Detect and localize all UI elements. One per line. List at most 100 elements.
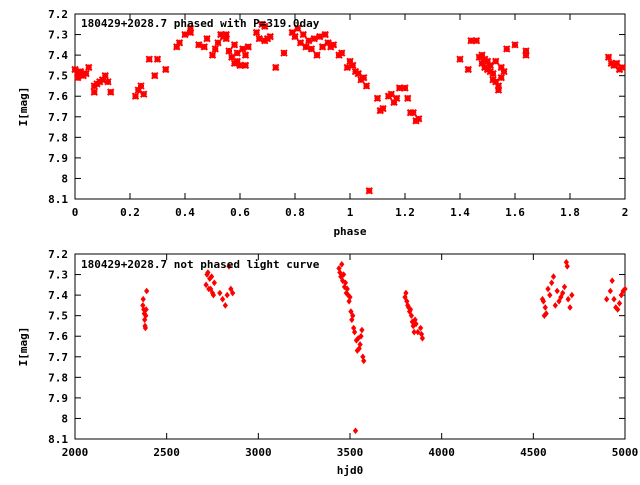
chart-title: 180429+2028.7 not phased light curve [81,258,320,271]
data-point [351,328,358,336]
data-point [140,295,146,303]
data-point [409,108,417,117]
data-point [522,47,530,55]
y-tick-label: 7.6 [48,90,68,103]
data-point [339,260,345,268]
data-point [241,61,250,70]
y-tick-label: 7.7 [48,351,68,364]
data-point [140,90,148,98]
data-point [492,57,500,65]
data-point [542,304,548,311]
data-point [173,43,181,51]
data-point [361,357,367,365]
data-point [403,289,409,297]
x-tick-label: 4500 [520,446,547,459]
y-tick-label: 7.2 [48,8,68,21]
x-tick-label: 2000 [62,446,89,459]
data-point [241,51,250,59]
x-tick-label: 0.8 [285,206,305,219]
data-point [360,74,368,82]
data-point [609,277,615,285]
x-tick-label: 0 [72,206,79,219]
data-point [560,289,566,297]
y-axis-label: I[mag] [17,87,30,127]
data-point [255,34,263,43]
x-tick-label: 3500 [337,446,364,459]
x-tick-label: 5000 [612,446,639,459]
data-point [261,22,269,31]
data-point [558,293,564,301]
data-point [181,30,189,39]
data-point [411,328,417,336]
data-point [162,65,170,74]
data-point [618,291,624,299]
y-tick-label: 7.2 [48,248,68,261]
data-point [492,78,500,86]
data-point [419,334,426,342]
data-point [407,306,414,313]
x-axis-label: phase [333,225,366,238]
data-point [456,55,464,63]
data-point [607,287,613,295]
data-point [302,43,310,51]
data-point [340,277,346,285]
y-tick-label: 7.3 [48,29,68,42]
data-point [413,320,419,328]
data-point [142,324,149,332]
data-point [144,287,150,295]
data-point [338,49,346,57]
data-point [288,28,296,37]
data-point [74,74,82,82]
data-point [233,49,241,57]
data-point [222,30,230,39]
data-point [280,49,288,57]
data-point [145,55,153,63]
data-point [348,308,354,315]
data-point [222,34,230,43]
data-point [613,59,621,68]
data-point [316,32,324,41]
data-point [569,291,575,299]
data-point [358,332,364,340]
y-tick-label: 7.9 [48,152,68,165]
x-tick-label: 0.6 [230,206,250,219]
y-tick-label: 7.5 [48,310,68,323]
data-point [205,269,211,276]
data-point [329,41,338,49]
data-point [415,115,423,123]
data-point [310,34,318,43]
y-tick-label: 7.6 [48,330,68,343]
data-point [137,82,145,90]
data-point [478,51,486,59]
data-point [611,295,617,303]
data-point [228,285,234,293]
data-point [82,69,90,78]
data-point [486,61,494,70]
chart-2 [74,253,628,440]
data-point [208,51,217,59]
data-point [354,69,362,78]
y-tick-label: 8 [61,172,68,185]
data-point [357,341,363,348]
data-point [272,63,280,72]
data-point [226,263,232,270]
data-point [494,82,503,90]
data-point [101,71,109,80]
data-point [98,76,107,84]
x-tick-label: 0.2 [120,206,140,219]
data-point [233,57,241,65]
data-point [552,302,558,309]
data-point [561,283,568,291]
data-point [359,326,365,334]
data-point [478,59,486,68]
data-point [134,86,142,94]
data-point [483,57,492,65]
data-point [379,104,387,113]
data-point [494,86,503,94]
data-point [467,37,475,45]
data-point [362,82,371,90]
data-point [244,43,252,51]
data-point [203,281,209,289]
data-point [318,43,327,51]
data-point [151,71,159,80]
